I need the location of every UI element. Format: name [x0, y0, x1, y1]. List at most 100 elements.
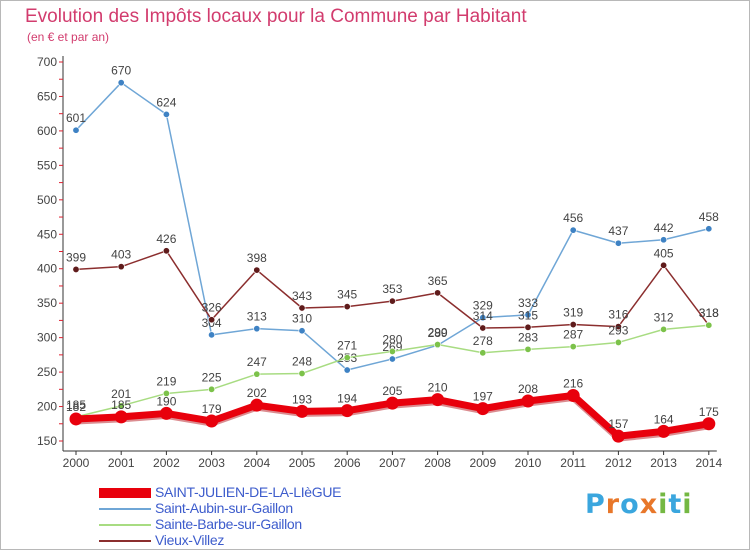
x-tick-label: 2005	[289, 456, 316, 470]
data-label: 405	[654, 246, 674, 260]
data-point	[343, 303, 351, 311]
x-tick-label: 2007	[379, 456, 406, 470]
data-point	[657, 424, 671, 438]
data-point	[340, 404, 354, 418]
data-point	[569, 343, 577, 351]
data-point	[253, 266, 261, 274]
data-point	[702, 417, 716, 431]
legend-swatch	[99, 488, 151, 498]
legend-swatch	[99, 524, 151, 526]
data-point	[208, 331, 216, 339]
brand-letter: t	[668, 489, 683, 520]
chart-title: Evolution des Impôts locaux pour la Comm…	[25, 6, 527, 27]
data-point	[660, 261, 668, 269]
data-point	[479, 349, 487, 357]
data-point	[117, 402, 125, 410]
data-point	[479, 324, 487, 332]
data-point	[208, 316, 216, 324]
x-tick-label: 2006	[334, 456, 361, 470]
data-point	[614, 323, 622, 331]
data-point	[614, 239, 622, 247]
data-point	[566, 389, 580, 403]
data-label: 208	[518, 382, 538, 396]
legend-swatch	[99, 540, 151, 542]
data-label: 326	[202, 301, 222, 315]
data-label: 403	[111, 248, 131, 262]
data-label: 315	[518, 308, 538, 322]
y-tick-label: 700	[37, 55, 57, 69]
y-tick-label: 350	[37, 296, 57, 310]
data-point	[385, 396, 399, 410]
x-tick-label: 2004	[243, 456, 270, 470]
data-point	[614, 338, 622, 346]
data-label: 278	[473, 334, 493, 348]
data-point	[298, 327, 306, 335]
data-label: 318	[699, 306, 719, 320]
data-point	[388, 355, 396, 363]
legend-label: SAINT-JULIEN-DE-LA-LIèGUE	[155, 484, 342, 500]
x-tick-label: 2001	[108, 456, 135, 470]
data-point	[298, 304, 306, 312]
data-label: 225	[202, 370, 222, 384]
data-point	[479, 314, 487, 322]
data-point	[660, 236, 668, 244]
y-tick-label: 200	[37, 400, 57, 414]
data-label: 456	[563, 211, 583, 225]
data-point	[162, 110, 170, 118]
data-label: 458	[699, 210, 719, 224]
data-point	[208, 385, 216, 393]
data-point	[298, 369, 306, 377]
data-label: 175	[699, 405, 719, 419]
data-label: 216	[563, 377, 583, 391]
data-point	[250, 398, 264, 412]
y-tick-label: 500	[37, 193, 57, 207]
data-label: 345	[337, 288, 357, 302]
data-label: 190	[156, 394, 176, 408]
x-tick-label: 2009	[469, 456, 496, 470]
data-point	[343, 354, 351, 362]
y-tick-label: 600	[37, 124, 57, 138]
x-tick-label: 2011	[560, 456, 586, 470]
line-chart: 150 200 250 300 350 400 450 500 550 600 650 700 2000…	[37, 55, 723, 470]
data-point	[705, 321, 713, 329]
data-point	[117, 263, 125, 271]
data-point	[431, 393, 445, 407]
data-label: 319	[563, 306, 583, 320]
data-label: 289	[428, 326, 448, 340]
legend-label: Vieux-Villez	[155, 532, 225, 548]
data-point	[569, 226, 577, 234]
data-point	[476, 402, 490, 416]
data-label: 248	[292, 354, 312, 368]
data-label: 185	[66, 398, 86, 412]
data-point	[524, 323, 532, 331]
y-tick-label: 400	[37, 262, 57, 276]
data-label: 210	[428, 381, 448, 395]
y-tick-label: 650	[37, 89, 57, 103]
data-label: 219	[156, 374, 176, 388]
chart-subtitle: (en € et par an)	[27, 30, 110, 44]
data-point	[343, 366, 351, 374]
data-label: 601	[66, 111, 86, 125]
data-label: 293	[608, 323, 628, 337]
data-label: 247	[247, 355, 267, 369]
brand-letter: P	[585, 489, 606, 520]
data-label: 201	[111, 387, 131, 401]
data-label: 312	[654, 310, 674, 324]
data-label: 624	[156, 95, 176, 109]
data-label: 197	[473, 390, 493, 404]
data-label: 194	[337, 392, 357, 406]
data-point	[69, 412, 83, 426]
data-point	[114, 410, 128, 424]
data-label: 670	[111, 64, 131, 78]
data-label: 437	[608, 224, 628, 238]
x-tick-label: 2012	[605, 456, 632, 470]
data-point	[253, 325, 261, 333]
data-label: 399	[66, 250, 86, 264]
legend-swatch	[99, 508, 151, 510]
x-tick-label: 2010	[515, 456, 542, 470]
data-point	[159, 406, 173, 420]
data-label: 287	[563, 328, 583, 342]
brand-letter: x	[639, 489, 659, 520]
data-label: 310	[292, 312, 312, 326]
